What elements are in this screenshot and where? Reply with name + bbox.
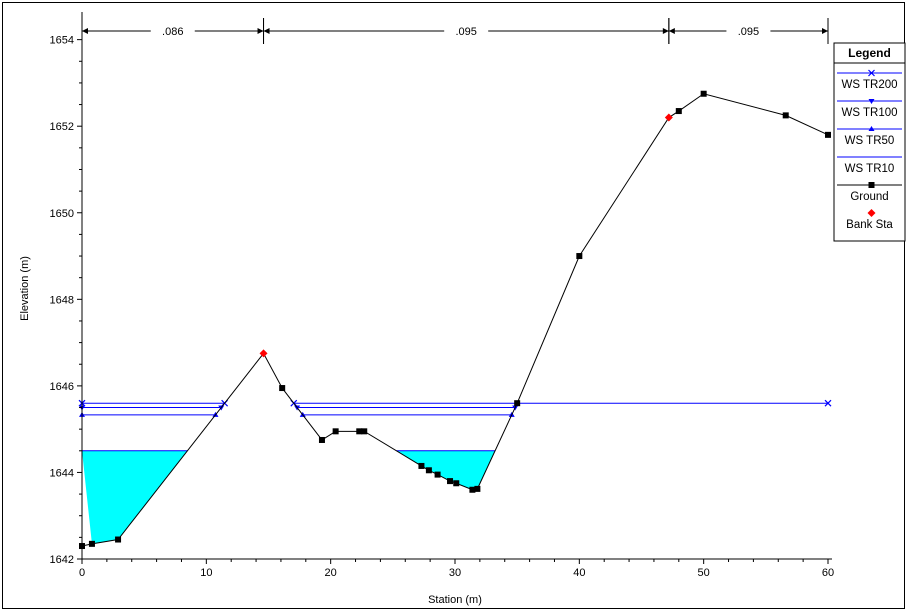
ground-point	[418, 462, 425, 469]
x-axis-title: Station (m)	[428, 594, 482, 606]
legend-title: Legend	[848, 46, 891, 60]
y-tick-label: 1652	[50, 121, 74, 133]
legend-label: Ground	[850, 191, 888, 203]
x-tick-label: 0	[79, 567, 85, 579]
ground-point	[782, 112, 789, 119]
x-tick-label: 60	[822, 567, 834, 579]
ground-point	[434, 471, 441, 478]
manning-arrowhead	[82, 28, 88, 34]
legend-swatch-marker	[868, 182, 875, 188]
ground-point	[675, 108, 682, 115]
y-tick-label: 1646	[50, 381, 74, 393]
ground-point	[474, 485, 481, 492]
legend-item-ground: Ground	[837, 182, 902, 203]
ground-point	[825, 131, 831, 138]
ground-point	[453, 480, 460, 487]
y-tick-label: 1648	[50, 294, 74, 306]
legend-box	[833, 42, 906, 242]
ground-point	[279, 385, 286, 392]
x-tick-label: 30	[449, 567, 461, 579]
legend-item-ws-tr50: WS TR50	[837, 126, 902, 147]
manning-arrowhead	[662, 28, 669, 34]
ground-point	[115, 536, 122, 543]
y-tick-label: 1650	[50, 208, 74, 220]
x-tick-label: 10	[200, 567, 212, 579]
y-tick-label: 1644	[50, 467, 74, 479]
ground-point	[318, 436, 325, 443]
y-tick-label: 1642	[50, 554, 74, 566]
legend-label: WS TR200	[841, 79, 897, 91]
ground-point	[447, 478, 454, 485]
ground-point	[514, 400, 521, 407]
legend-swatch-marker	[867, 209, 876, 217]
legend-label: Bank Sta	[846, 219, 893, 231]
x-tick-label: 40	[573, 567, 585, 579]
ground-point	[88, 540, 95, 547]
legend-item-bank-sta: Bank Sta	[846, 209, 893, 231]
legend-swatch-marker	[868, 69, 875, 77]
y-axis-title: Elevation (m)	[19, 256, 31, 321]
manning-n-label-1: .086	[162, 26, 183, 38]
ground-point	[361, 428, 368, 435]
manning-arrowhead	[263, 28, 270, 34]
bank-station-marker	[664, 113, 673, 122]
legend-label: WS TR10	[845, 163, 895, 175]
x-tick-label: 20	[325, 567, 337, 579]
manning-n-label-2: .095	[455, 26, 476, 38]
ground-point	[469, 486, 476, 493]
legend-label: WS TR50	[845, 135, 895, 147]
legend-item-ws-tr200: WS TR200	[837, 69, 902, 91]
legend-swatch-marker	[868, 126, 875, 131]
manning-arrowhead	[257, 28, 264, 34]
water-fill-2	[396, 450, 496, 490]
legend-label: WS TR100	[841, 107, 897, 119]
legend-item-ws-tr10: WS TR10	[837, 156, 902, 175]
manning-n-label-3: .095	[738, 26, 759, 38]
manning-arrowhead	[822, 28, 828, 34]
legend-swatch-marker	[868, 99, 875, 104]
ground-point	[700, 90, 707, 97]
ground-point	[356, 428, 363, 435]
ws-tr200-marker	[824, 399, 832, 407]
x-tick-label: 50	[698, 567, 710, 579]
ground-point	[425, 467, 432, 474]
ground-point	[576, 253, 583, 260]
manning-arrowhead	[668, 28, 675, 34]
bank-station-marker	[259, 349, 268, 358]
water-fill-1	[82, 450, 188, 544]
ground-point	[332, 428, 339, 435]
legend-item-ws-tr100: WS TR100	[837, 99, 902, 119]
y-tick-label: 1654	[50, 35, 74, 47]
